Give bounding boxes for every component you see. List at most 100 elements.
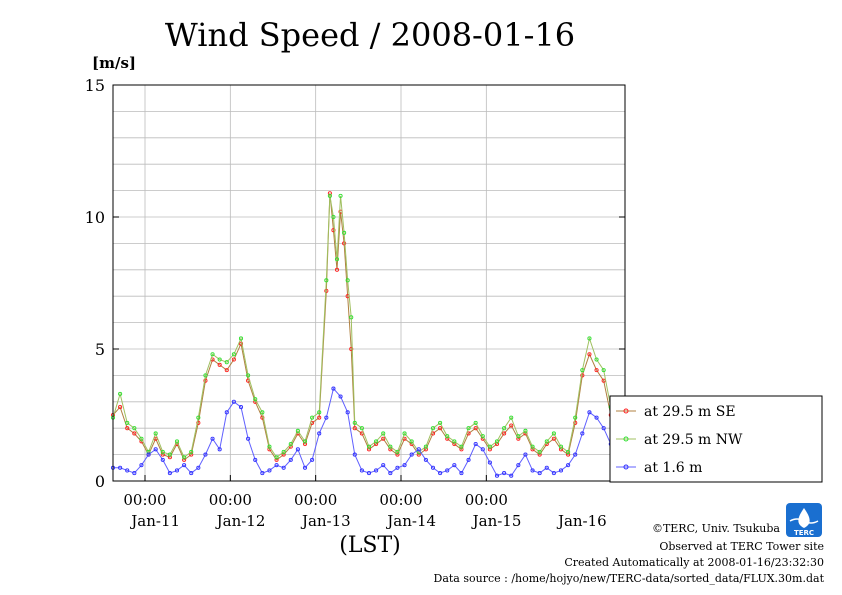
data-point [125,468,130,473]
data-point [349,315,354,320]
data-point [317,431,322,436]
data-point [349,346,354,352]
data-point [302,441,308,447]
data-point [132,431,137,436]
data-point [203,373,208,378]
data-point [359,426,364,431]
data-point [459,444,464,449]
data-point [274,455,279,460]
data-point [302,439,308,444]
data-point [487,460,492,465]
data-point [558,444,564,449]
data-point [551,431,556,436]
data-point [132,471,137,476]
data-point [381,431,386,436]
data-point [516,436,521,441]
data-point [459,471,464,476]
data-point [551,471,556,476]
data-point [224,410,229,415]
data-source-text: Data source : /home/hojyo/new/TERC-data/… [434,572,825,585]
data-point [445,468,450,473]
data-point [139,463,144,468]
data-point [118,465,123,470]
data-point [167,471,172,476]
data-point [438,420,443,425]
data-point [573,452,578,457]
data-point [189,452,194,457]
data-point [281,449,286,455]
data-point [295,447,300,452]
data-point [430,465,436,470]
terc-logo: TERC [786,503,822,537]
data-point [544,465,549,470]
x-date-label: Jan-11 [129,512,180,530]
data-point [238,405,244,410]
data-point [423,444,428,449]
data-point [118,391,123,396]
data-point [466,457,471,462]
data-point [217,357,222,362]
series-2 [110,193,628,460]
legend-marker [623,436,629,442]
data-point [466,426,471,431]
data-point [253,457,258,462]
data-point [402,463,407,468]
data-point [334,267,340,272]
data-point [210,352,215,357]
data-point [566,452,571,457]
data-point [388,444,393,449]
data-point [438,471,443,476]
y-tick-label: 0 [95,472,105,491]
data-point [416,447,421,452]
data-point [317,415,322,420]
data-point [302,465,308,470]
series-group [110,191,628,478]
series-line [113,387,626,477]
data-point [182,463,187,468]
data-point [153,447,158,452]
data-point [182,455,187,460]
data-point [288,457,293,462]
x-time-label: 00:00 [465,491,508,509]
data-point [587,410,592,415]
data-point [473,426,478,431]
data-point [558,468,564,473]
data-point [196,415,201,420]
data-point [196,465,201,470]
data-point [231,399,236,404]
data-point [502,471,507,476]
data-point [327,191,332,196]
data-point [502,426,507,431]
plot-frame [112,84,626,482]
data-point [430,426,436,431]
series-line [112,193,626,461]
data-point [523,452,528,457]
data-point [480,447,485,452]
data-point [374,439,379,444]
data-point [174,468,180,473]
data-point [288,444,293,449]
data-point [327,193,332,198]
series-line [112,195,626,459]
data-point [566,449,571,455]
y-tick-label: 10 [85,208,105,227]
data-point [359,468,364,473]
data-point [537,452,542,457]
data-point [352,426,357,431]
x-time-label: 00:00 [123,491,166,509]
data-point [388,471,393,476]
wave-icon [789,518,819,524]
data-point [594,415,599,420]
data-point [231,357,236,362]
data-point [402,431,407,436]
data-point [253,397,258,402]
data-point [310,457,315,462]
data-point [310,415,315,420]
data-point [509,423,514,428]
data-point [530,447,535,452]
data-point [494,439,500,444]
data-point [281,465,286,470]
y-tick-label: 5 [95,340,105,359]
data-point [366,471,372,476]
